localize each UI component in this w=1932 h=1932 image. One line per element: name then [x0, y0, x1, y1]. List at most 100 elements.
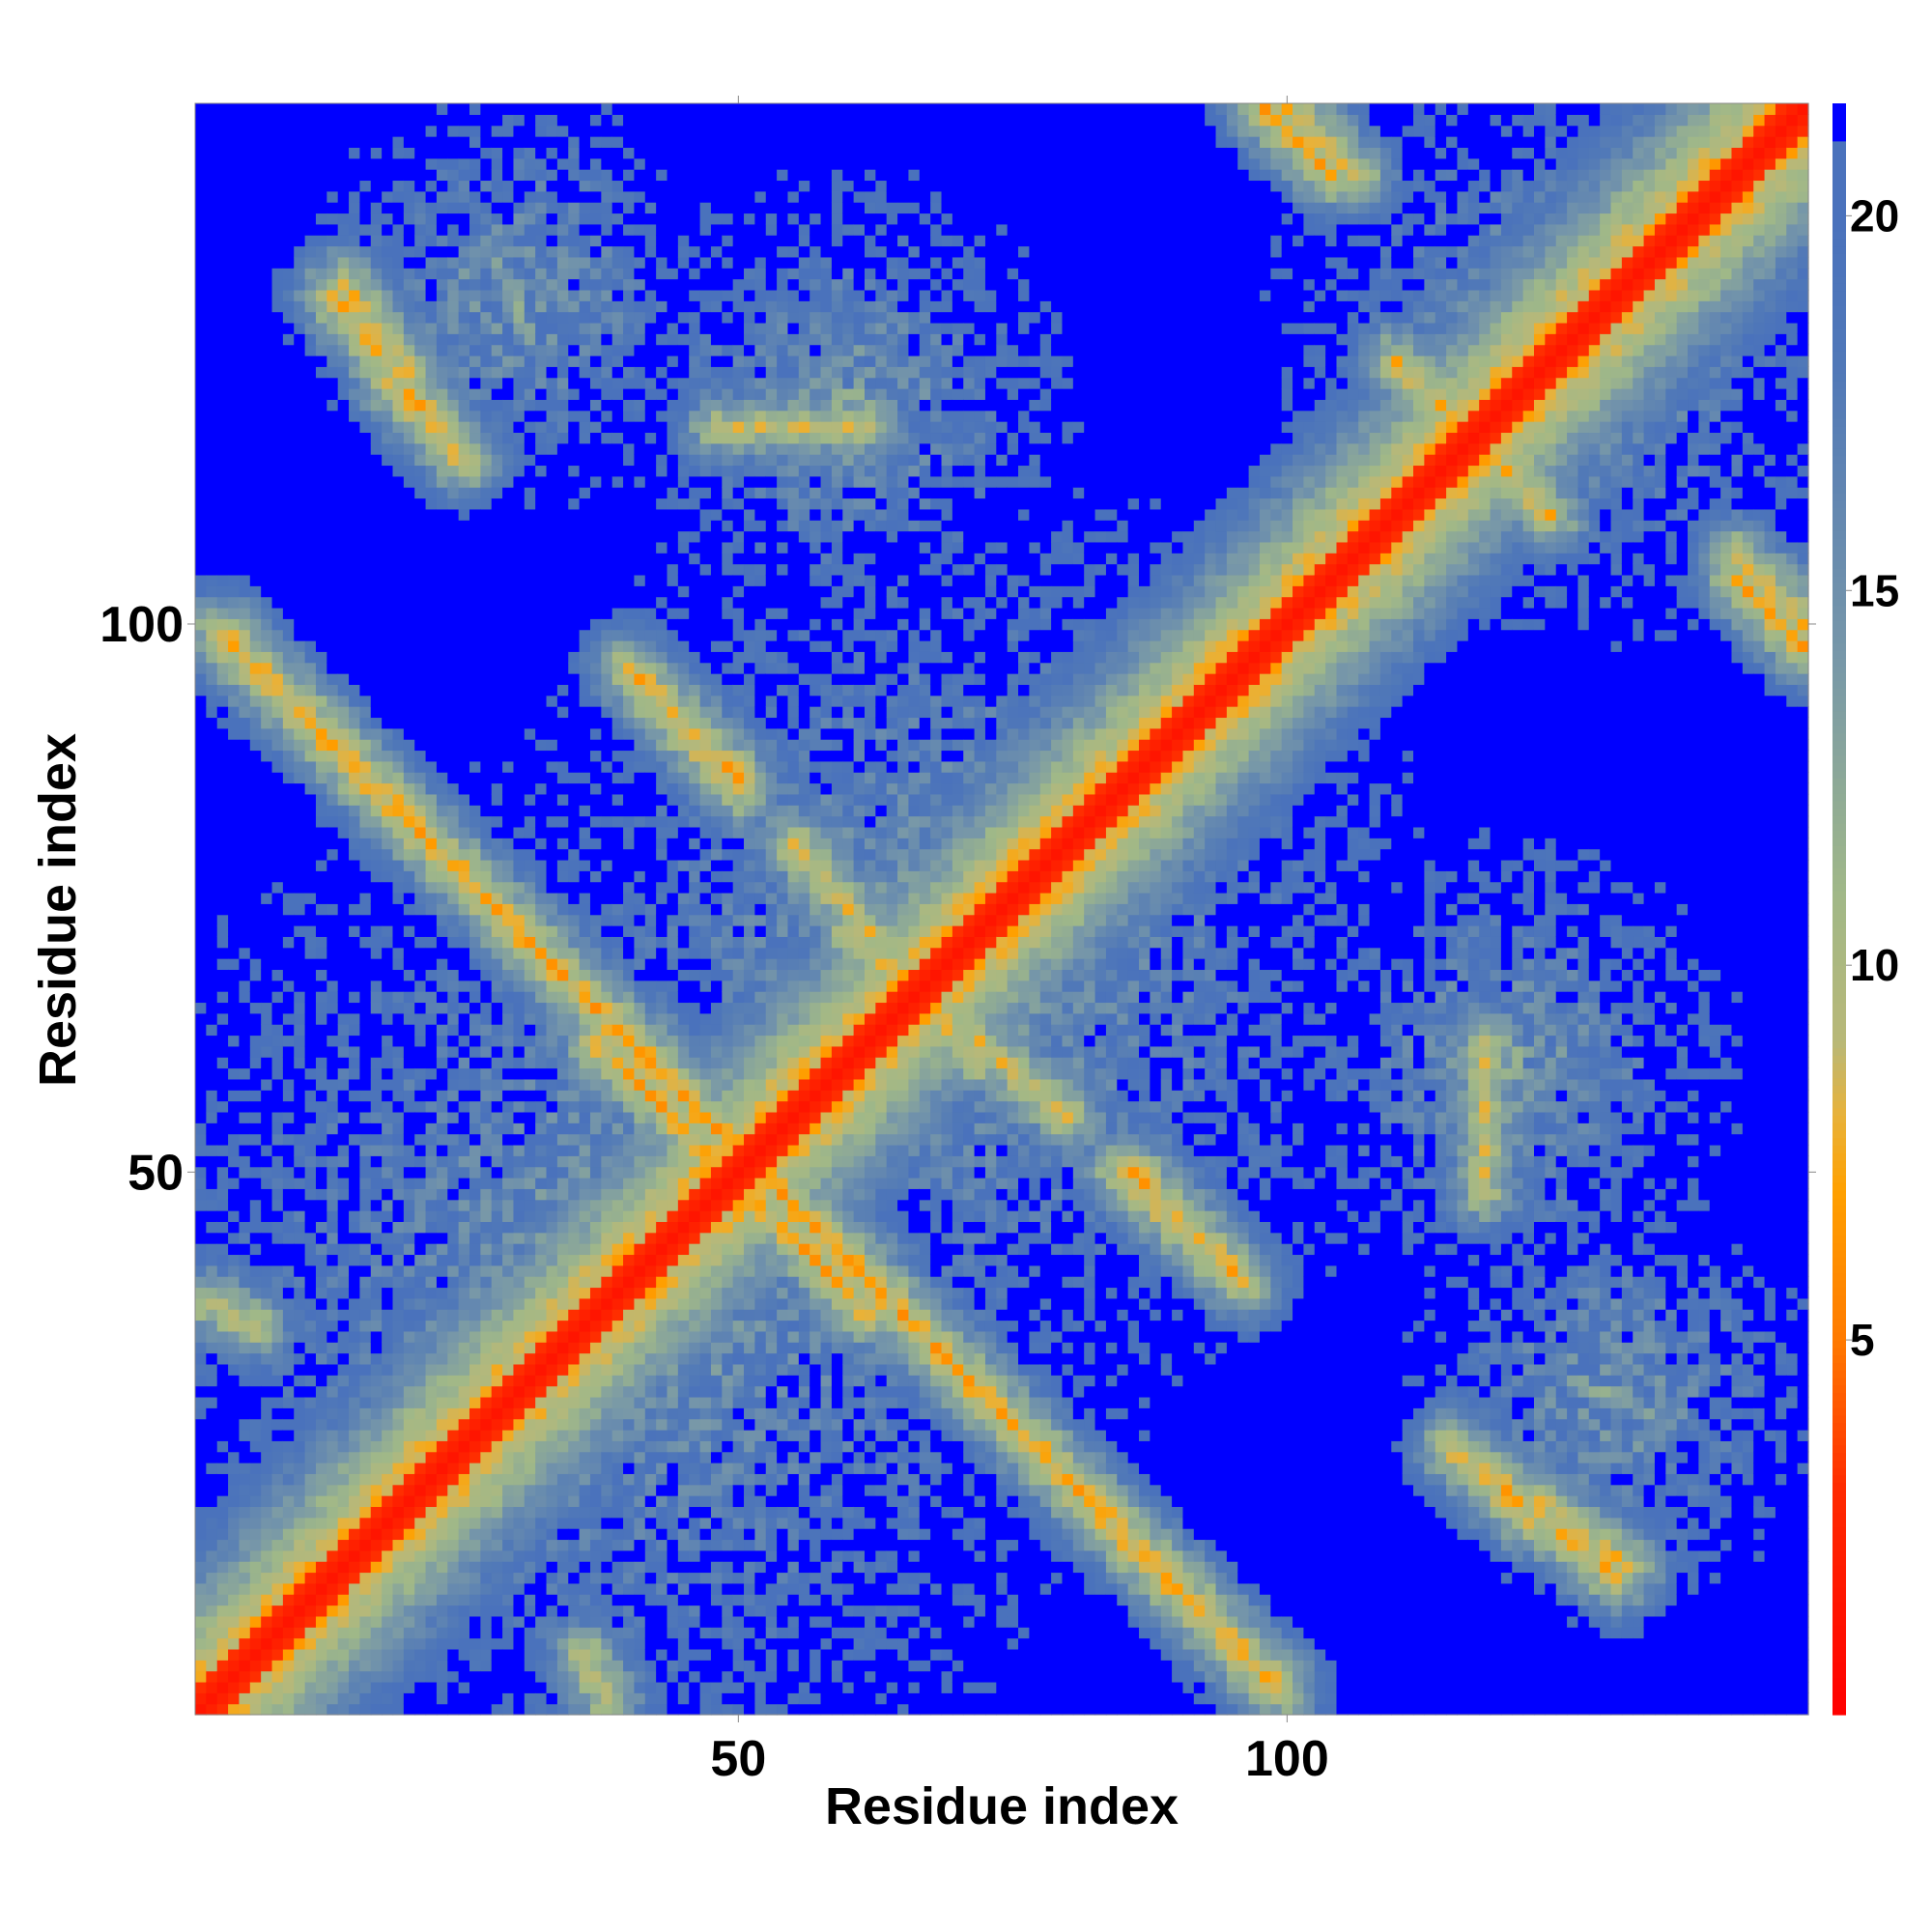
heatmap-cell [338, 1452, 350, 1463]
heatmap-cell [261, 1407, 272, 1419]
heatmap-cell [437, 640, 448, 652]
heatmap-cell [327, 1386, 338, 1398]
heatmap-cell [217, 1210, 229, 1222]
heatmap-cell [426, 783, 438, 795]
heatmap-cell [283, 1572, 295, 1583]
heatmap-cell [250, 366, 262, 378]
heatmap-cell [414, 1550, 426, 1562]
heatmap-cell [206, 191, 217, 203]
heatmap-cell [239, 860, 250, 871]
heatmap-cell [261, 1692, 272, 1704]
heatmap-cell [437, 849, 448, 861]
heatmap-cell [228, 1364, 240, 1376]
heatmap-cell [283, 126, 295, 137]
heatmap-cell [414, 1276, 426, 1288]
heatmap-cell [382, 1539, 393, 1550]
heatmap-cell [294, 1452, 305, 1463]
heatmap-cell [437, 1101, 448, 1113]
heatmap-cell [195, 1178, 207, 1189]
heatmap-cell [239, 630, 250, 641]
heatmap-cell [459, 411, 470, 422]
heatmap-cell [316, 476, 327, 488]
heatmap-cell [272, 1528, 284, 1540]
heatmap-cell [502, 1068, 514, 1080]
heatmap-cell [206, 1145, 217, 1156]
heatmap-cell [414, 1561, 426, 1573]
heatmap-cell [217, 246, 229, 258]
heatmap-cell [283, 411, 295, 422]
heatmap-cell [239, 509, 250, 521]
heatmap-cell [316, 608, 327, 619]
heatmap-cell [392, 948, 404, 959]
heatmap-cell [513, 1704, 525, 1716]
heatmap-cell [283, 1682, 295, 1693]
heatmap-cell [316, 103, 327, 115]
heatmap-cell [305, 893, 317, 904]
heatmap-cell [283, 1101, 295, 1113]
heatmap-cell [195, 312, 207, 324]
heatmap-cell [426, 1101, 438, 1113]
heatmap-cell [492, 575, 503, 586]
heatmap-cell [447, 476, 459, 488]
heatmap-cell [469, 1122, 481, 1134]
heatmap-cell [349, 1649, 360, 1661]
heatmap-cell [261, 1068, 272, 1080]
heatmap-cell [338, 1550, 350, 1562]
heatmap-cell [404, 706, 415, 718]
heatmap-cell [502, 761, 514, 773]
heatmap-cell [239, 1013, 250, 1025]
heatmap-cell [261, 1605, 272, 1617]
heatmap-cell [492, 1079, 503, 1091]
heatmap-cell [371, 290, 383, 301]
heatmap-cell [414, 1200, 426, 1211]
heatmap-cell [349, 246, 360, 258]
heatmap-cell [437, 169, 448, 181]
heatmap-cell [261, 673, 272, 685]
heatmap-cell [228, 948, 240, 959]
heatmap-cell [513, 1112, 525, 1123]
heatmap-cell [195, 1221, 207, 1233]
heatmap-cell [261, 300, 272, 312]
heatmap-cell [469, 1594, 481, 1605]
heatmap-cell [502, 1024, 514, 1036]
heatmap-cell [250, 969, 262, 980]
heatmap-cell [250, 1605, 262, 1617]
heatmap-cell [283, 717, 295, 728]
heatmap-cell [327, 1331, 338, 1343]
heatmap-cell [382, 750, 393, 761]
heatmap-cell [228, 783, 240, 795]
heatmap-cell [404, 202, 415, 213]
heatmap-cell [327, 1122, 338, 1134]
heatmap-cell [327, 257, 338, 269]
heatmap-cell [338, 1473, 350, 1485]
heatmap-cell [404, 246, 415, 258]
heatmap-cell [305, 180, 317, 191]
heatmap-cell [459, 618, 470, 630]
heatmap-cell [272, 969, 284, 980]
heatmap-cell [382, 1200, 393, 1211]
heatmap-cell [327, 1627, 338, 1638]
heatmap-cell [513, 1200, 525, 1211]
heatmap-cell [261, 520, 272, 531]
heatmap-cell [459, 882, 470, 894]
heatmap-cell [294, 520, 305, 531]
heatmap-cell [327, 597, 338, 609]
heatmap-cell [272, 1704, 284, 1716]
heatmap-cell [239, 1616, 250, 1628]
heatmap-cell [447, 1112, 459, 1123]
heatmap-cell [327, 1430, 338, 1441]
heatmap-cell [492, 618, 503, 630]
heatmap-cell [261, 717, 272, 728]
heatmap-cell [382, 1002, 393, 1013]
heatmap-cell [195, 1145, 207, 1156]
heatmap-cell [359, 1616, 371, 1628]
heatmap-cell [382, 443, 393, 455]
heatmap-cell [437, 487, 448, 498]
heatmap-cell [316, 838, 327, 849]
heatmap-cell [261, 103, 272, 115]
heatmap-cell [195, 761, 207, 773]
heatmap-cell [371, 684, 383, 696]
heatmap-cell [447, 696, 459, 707]
heatmap-cell [392, 191, 404, 203]
heatmap-cell [371, 202, 383, 213]
